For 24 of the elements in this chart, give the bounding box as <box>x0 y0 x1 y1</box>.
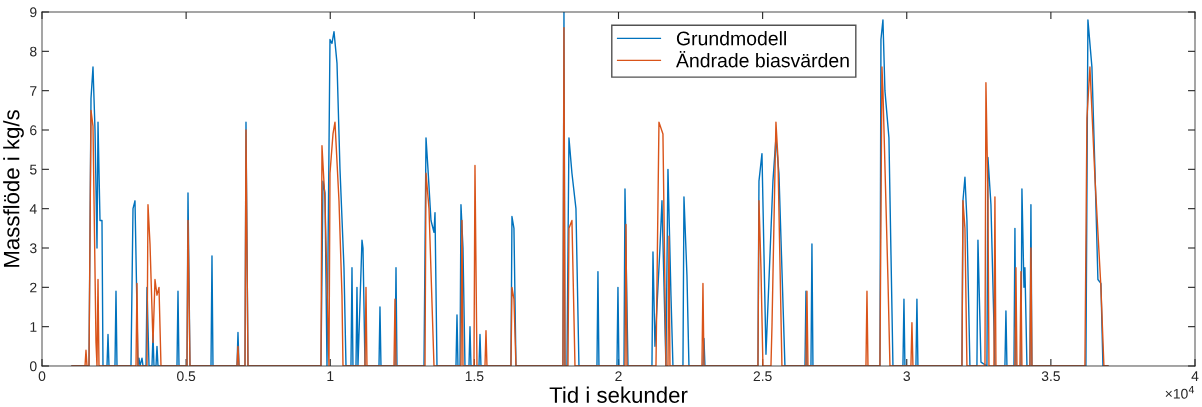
x-tick-label: 2.5 <box>753 371 772 382</box>
y-tick-label: 7 <box>30 86 37 96</box>
legend-label: Grundmodell <box>676 31 786 46</box>
legend-label: Ändrade biasvärden <box>675 50 849 68</box>
x-tick-label: 1 <box>327 371 334 381</box>
y-tick-label: 1 <box>30 322 37 332</box>
x-tick-label: 0.5 <box>177 371 196 382</box>
y-tick-label: 4 <box>29 204 37 214</box>
y-axis-title: Massflöde i kg/s <box>3 110 24 267</box>
text: ×10$^{4}$ <box>1165 386 1195 399</box>
x-tick-label: 3.5 <box>1041 371 1060 382</box>
y-tick-label: 6 <box>30 125 37 136</box>
y-tick-label: 8 <box>30 46 37 57</box>
y-tick-label: 3 <box>29 243 37 254</box>
x-tick-label: 4 <box>1191 371 1199 381</box>
y-tick-label: 0 <box>29 361 37 372</box>
x-tick-label: 0 <box>38 371 46 382</box>
x-tick-label: 3 <box>903 371 910 382</box>
y-tick-label: 5 <box>29 164 37 175</box>
x-tick-label: 2 <box>615 371 622 381</box>
x-tick-label: 1.5 <box>465 371 484 382</box>
y-tick-label: 2 <box>30 282 37 293</box>
x-axis-title: Tid i sekunder <box>549 386 688 403</box>
y-tick-label: 9 <box>30 7 37 18</box>
